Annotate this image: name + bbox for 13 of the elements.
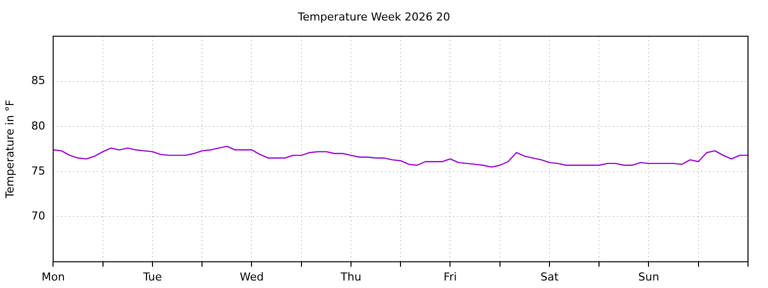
chart-title: Temperature Week 2026 20 xyxy=(296,10,450,24)
y-tick-label: 75 xyxy=(31,164,46,178)
x-tick-label: Sat xyxy=(540,270,560,284)
y-tick-label: 70 xyxy=(31,210,46,223)
x-tick-label: Fri xyxy=(444,270,457,284)
y-tick-label: 80 xyxy=(31,119,46,132)
x-tick-label: Tue xyxy=(142,270,162,284)
y-axis-title: Temperature in °F xyxy=(3,100,16,200)
y-tick-label: 85 xyxy=(31,74,46,88)
x-tick-label: Sun xyxy=(638,270,660,284)
x-tick-label: Thu xyxy=(340,270,362,284)
x-tick-label: Wed xyxy=(240,270,264,284)
x-tick-label: Mon xyxy=(42,270,65,284)
